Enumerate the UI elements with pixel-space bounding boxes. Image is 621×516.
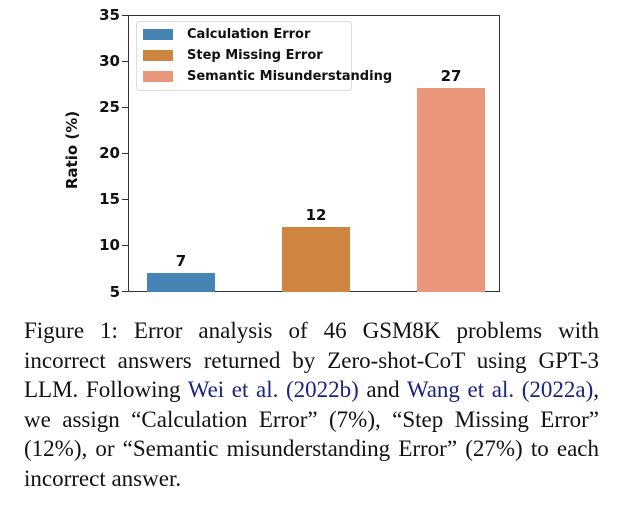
caption-text: Figure 1: Error analysis of 46 GSM8K pro… (24, 318, 599, 402)
y-tick: 15 (99, 190, 120, 208)
legend-item: Calculation Error (143, 25, 310, 43)
tick-mark (122, 199, 128, 201)
bar-chart: Ratio (%) 35 30 25 20 15 10 5 7 12 27 Ca… (63, 6, 500, 301)
tick-mark (122, 15, 128, 17)
y-tick: 30 (99, 52, 120, 70)
bar-value-label: 12 (305, 206, 327, 224)
caption-text: , we assign “Calculation Error” (7%), “S… (24, 377, 599, 491)
bar-value-label: 7 (175, 252, 187, 270)
bar-value-label: 27 (440, 67, 462, 85)
bar-step-missing-error (282, 227, 350, 292)
tick-mark (122, 291, 128, 293)
figure-caption: Figure 1: Error analysis of 46 GSM8K pro… (24, 316, 599, 493)
caption-text: and (358, 377, 407, 402)
tick-mark (122, 153, 128, 155)
citation-link[interactable]: Wang et al. (2022a) (406, 377, 594, 402)
bar-calculation-error (147, 273, 215, 292)
legend-swatch (143, 49, 173, 61)
chart-legend: Calculation Error Step Missing Error Sem… (136, 21, 392, 91)
tick-mark (122, 107, 128, 109)
y-tick: 20 (99, 144, 120, 162)
legend-item: Semantic Misunderstanding (143, 67, 392, 85)
y-tick: 25 (99, 98, 120, 116)
bar-semantic-misunderstanding (417, 88, 485, 292)
legend-item: Step Missing Error (143, 46, 323, 64)
legend-label: Calculation Error (187, 26, 311, 42)
legend-swatch (143, 70, 173, 82)
legend-label: Step Missing Error (187, 47, 323, 63)
citation-link[interactable]: Wei et al. (2022b) (187, 377, 359, 402)
tick-mark (122, 245, 128, 247)
legend-swatch (143, 28, 173, 40)
y-tick: 5 (109, 283, 120, 301)
y-tick: 35 (99, 6, 120, 24)
y-tick: 10 (99, 236, 120, 254)
legend-label: Semantic Misunderstanding (187, 68, 393, 84)
tick-mark (122, 61, 128, 63)
